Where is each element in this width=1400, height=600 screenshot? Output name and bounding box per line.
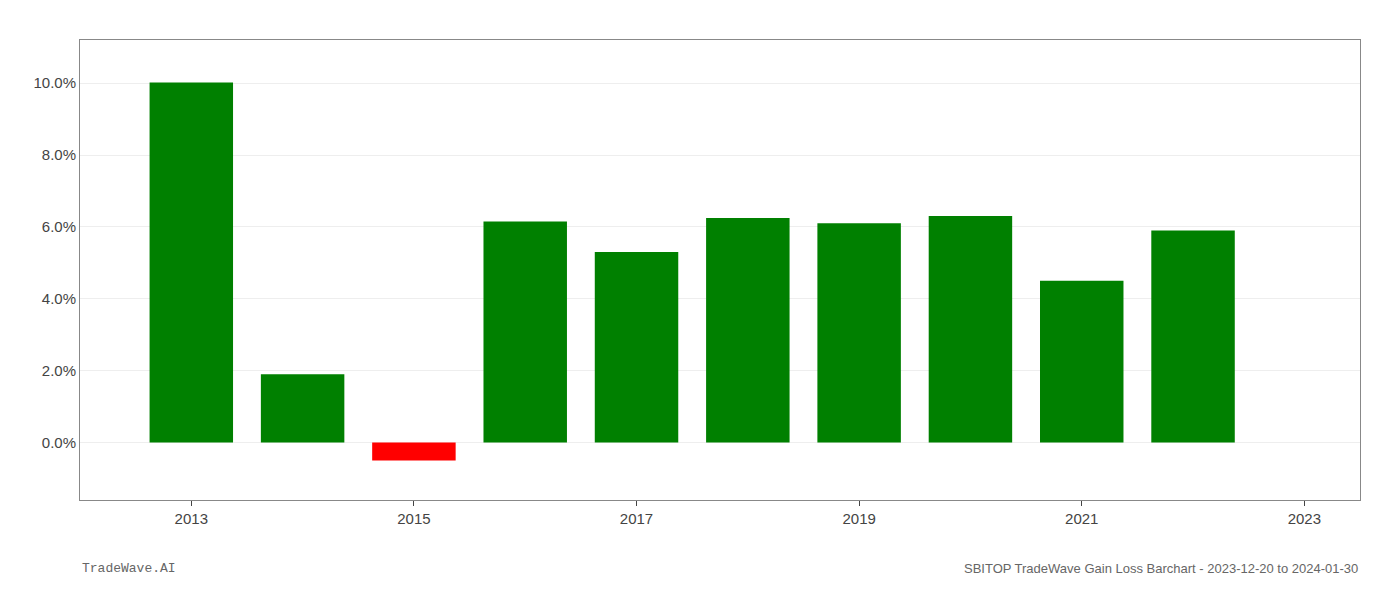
svg-text:10.0%: 10.0% <box>33 74 76 91</box>
svg-text:SBITOP TradeWave Gain Loss Bar: SBITOP TradeWave Gain Loss Barchart - 20… <box>964 561 1358 576</box>
svg-text:2021: 2021 <box>1065 510 1098 527</box>
svg-text:2023: 2023 <box>1288 510 1321 527</box>
svg-text:4.0%: 4.0% <box>42 290 76 307</box>
svg-text:TradeWave.AI: TradeWave.AI <box>82 561 176 576</box>
svg-text:2013: 2013 <box>175 510 208 527</box>
svg-text:2.0%: 2.0% <box>42 362 76 379</box>
svg-text:2017: 2017 <box>620 510 653 527</box>
svg-text:0.0%: 0.0% <box>42 434 76 451</box>
svg-text:2019: 2019 <box>842 510 875 527</box>
svg-text:2015: 2015 <box>397 510 430 527</box>
svg-text:6.0%: 6.0% <box>42 218 76 235</box>
svg-text:8.0%: 8.0% <box>42 146 76 163</box>
